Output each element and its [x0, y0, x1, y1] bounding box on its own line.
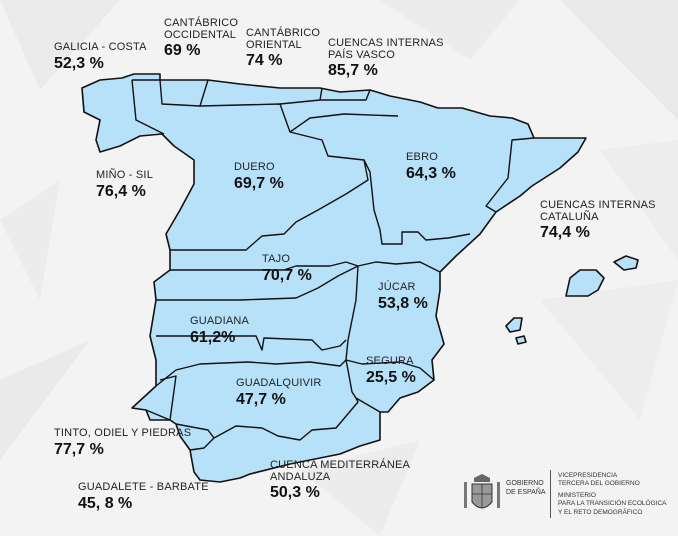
label-guadalete-barbate: GUADALETE - BARBATE 45, 8 %: [78, 481, 209, 512]
basin-percentage: 85,7 %: [328, 62, 378, 80]
label-mino-sil: MIÑO - SIL 76,4 %: [96, 169, 154, 200]
label-cantabrico-oriental: CANTÁBRICO ORIENTAL 74 %: [246, 27, 321, 70]
basin-borders: [131, 79, 535, 451]
basin-percentage: 61,2%: [190, 328, 236, 346]
label-guadiana: GUADIANA 61,2%: [190, 315, 250, 346]
label-pais-vasco: CUENCAS INTERNAS PAÍS VASCO 85,7 %: [328, 37, 444, 80]
basin-name-line2: ANDALUZA: [270, 470, 331, 483]
gobierno-line1: GOBIERNO: [506, 480, 544, 487]
basin-percentage: 69 %: [164, 42, 201, 60]
label-cantabrico-occidental: CANTÁBRICO OCCIDENTAL 69 %: [164, 17, 239, 60]
basin-percentage: 47,7 %: [236, 390, 286, 408]
basin-name: CANTÁBRICO: [246, 27, 321, 39]
gobierno-text: GOBIERNO DE ESPAÑA: [506, 480, 546, 498]
basin-percentage: 74 %: [246, 52, 283, 70]
basin-percentage: 69,7 %: [234, 174, 284, 192]
label-cataluna: CUENCAS INTERNAS CATALUÑA 74,4 %: [540, 199, 656, 242]
vice-line1: VICEPRESIDENCIA: [558, 472, 618, 479]
island-formentera: [515, 335, 527, 345]
vice-line2: TERCERA DEL GOBIERNO: [558, 480, 640, 488]
basin-name-line2: PAÍS VASCO: [328, 48, 396, 61]
label-ebro: EBRO 64,3 %: [406, 151, 456, 182]
basin-percentage: 64,3 %: [406, 164, 456, 182]
basin-percentage: 53,8 %: [378, 294, 428, 312]
ministerio-text: MINISTERIO PARA LA TRANSICIÓN ECOLÓGICA …: [558, 492, 667, 517]
basin-name: GALICIA - COSTA: [54, 41, 147, 53]
government-logo: GOBIERNO DE ESPAÑA VICEPRESIDENCIA TERCE…: [462, 470, 672, 520]
basin-name: JÚCAR: [378, 281, 416, 293]
island-menorca: [613, 255, 639, 271]
basin-name: GUADALQUIVIR: [236, 377, 322, 389]
basin-name: TAJO: [262, 253, 291, 265]
basin-name: CUENCA MEDITERRÁNEA: [270, 459, 411, 471]
basin-percentage: 70,7 %: [262, 266, 312, 284]
basin-name: GUADALETE - BARBATE: [78, 481, 209, 493]
basin-percentage: 45, 8 %: [78, 494, 133, 512]
basin-percentage: 52,3 %: [54, 54, 104, 72]
basin-name: SEGURA: [366, 355, 414, 367]
gobierno-line2: DE ESPAÑA: [506, 488, 546, 496]
basin-name: MIÑO - SIL: [96, 169, 154, 181]
basin-name-line2: ORIENTAL: [246, 38, 302, 51]
ministerio-line2: PARA LA TRANSICIÓN ECOLÓGICA: [558, 500, 667, 508]
label-jucar: JÚCAR 53,8 %: [378, 281, 428, 312]
vicepresidencia-text: VICEPRESIDENCIA TERCERA DEL GOBIERNO: [558, 472, 640, 489]
basin-percentage: 77,7 %: [54, 440, 104, 458]
basin-name: GUADIANA: [190, 315, 250, 327]
label-tajo: TAJO 70,7 %: [262, 253, 312, 284]
label-tinto-odiel-piedras: TINTO, ODIEL Y PIEDRAS 77,7 %: [54, 427, 192, 458]
label-guadalquivir: GUADALQUIVIR 47,7 %: [236, 377, 322, 408]
footer-divider: [550, 470, 551, 518]
basin-name-line2: CATALUÑA: [540, 210, 599, 223]
label-segura: SEGURA 25,5 %: [366, 355, 416, 386]
basin-name: CANTÁBRICO: [164, 17, 239, 29]
island-mallorca: [565, 269, 605, 297]
basin-name: EBRO: [406, 151, 438, 163]
basin-name: CUENCAS INTERNAS: [328, 37, 444, 49]
label-mediterranea-andaluza: CUENCA MEDITERRÁNEA ANDALUZA 50,3 %: [270, 459, 411, 502]
basin-name-line2: OCCIDENTAL: [164, 28, 237, 41]
basin-name: DUERO: [234, 161, 275, 173]
basin-name: CUENCAS INTERNAS: [540, 199, 656, 211]
basin-percentage: 50,3 %: [270, 484, 320, 502]
ministerio-line3: Y EL RETO DEMOGRÁFICO: [558, 508, 643, 516]
island-ibiza: [505, 317, 523, 333]
ministerio-line1: MINISTERIO: [558, 492, 596, 499]
label-galicia: GALICIA - COSTA 52,3 %: [54, 41, 147, 72]
basin-percentage: 74,4 %: [540, 224, 590, 242]
basin-percentage: 76,4 %: [96, 182, 146, 200]
basin-percentage: 25,5 %: [366, 368, 416, 386]
coat-of-arms-icon: [464, 474, 500, 509]
label-duero: DUERO 69,7 %: [234, 161, 284, 192]
basin-name: TINTO, ODIEL Y PIEDRAS: [54, 427, 192, 439]
